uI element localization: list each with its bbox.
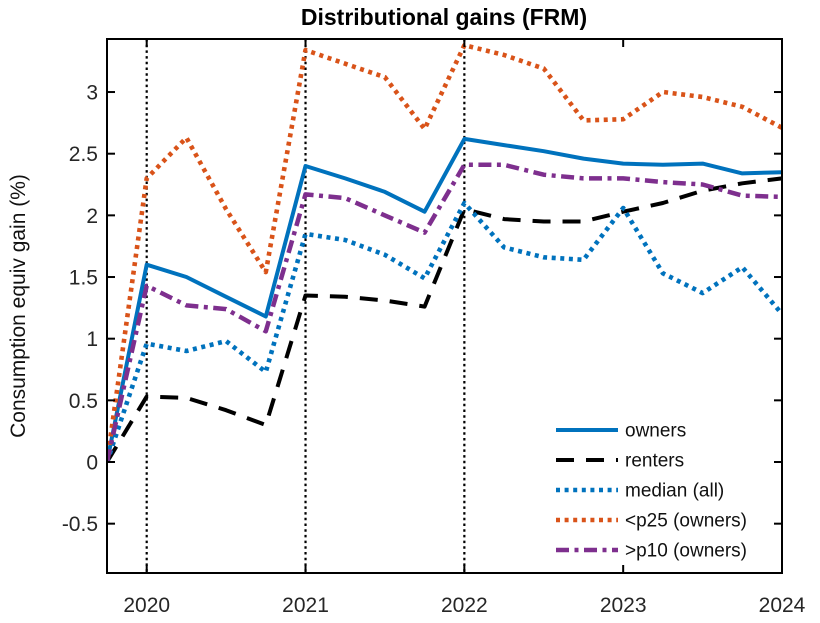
y-axis-label: Consumption equiv gain (%) [7, 174, 30, 438]
series-p10-owners-line [106, 162, 783, 463]
series-owners-line [106, 136, 783, 463]
x-tick-labels: 2020 2021 2022 2023 2024 [123, 594, 805, 617]
legend-item-p25-owners: <p25 (owners) [556, 511, 747, 532]
y-tick-label: 3 [86, 82, 98, 105]
x-tick-label: 2021 [282, 594, 329, 617]
y-tick-label: 0.5 [69, 390, 98, 413]
legend-label-p25-owners: <p25 (owners) [625, 511, 747, 532]
series-renters-line [106, 176, 783, 464]
y-tick-labels: -0.5 0 0.5 1 1.5 2 2.5 3 [62, 82, 98, 537]
legend-label-owners: owners [625, 421, 686, 442]
y-tick-label: 0 [86, 452, 98, 475]
axis-ticks [107, 39, 783, 573]
legend-label-p10-owners: >p10 (owners) [625, 541, 747, 562]
x-tick-label: 2024 [759, 594, 806, 617]
y-tick-label: 1.5 [69, 267, 98, 290]
legend-item-median-all: median (all) [556, 481, 724, 502]
y-tick-label: 1 [86, 328, 98, 351]
y-tick-label: -0.5 [62, 513, 98, 536]
legend-label-renters: renters [625, 451, 684, 472]
y-tick-label: 2 [86, 205, 98, 228]
series-lines [106, 42, 784, 464]
legend: owners renters median (all) <p25 (owners) >p… [556, 421, 747, 562]
chart-title: Distributional gains (FRM) [301, 4, 587, 30]
legend-label-median-all: median (all) [625, 481, 724, 502]
series-p25-owners-line [106, 42, 784, 463]
legend-item-p10-owners: >p10 (owners) [556, 541, 747, 562]
event-vlines [145, 39, 466, 573]
legend-item-renters: renters [556, 451, 684, 472]
series-median-all-line [106, 200, 784, 463]
plot-frame [106, 38, 783, 574]
legend-item-owners: owners [556, 421, 686, 442]
y-tick-label: 2.5 [69, 143, 98, 166]
x-tick-label: 2020 [123, 594, 170, 617]
x-tick-label: 2023 [600, 594, 647, 617]
x-tick-label: 2022 [441, 594, 488, 617]
